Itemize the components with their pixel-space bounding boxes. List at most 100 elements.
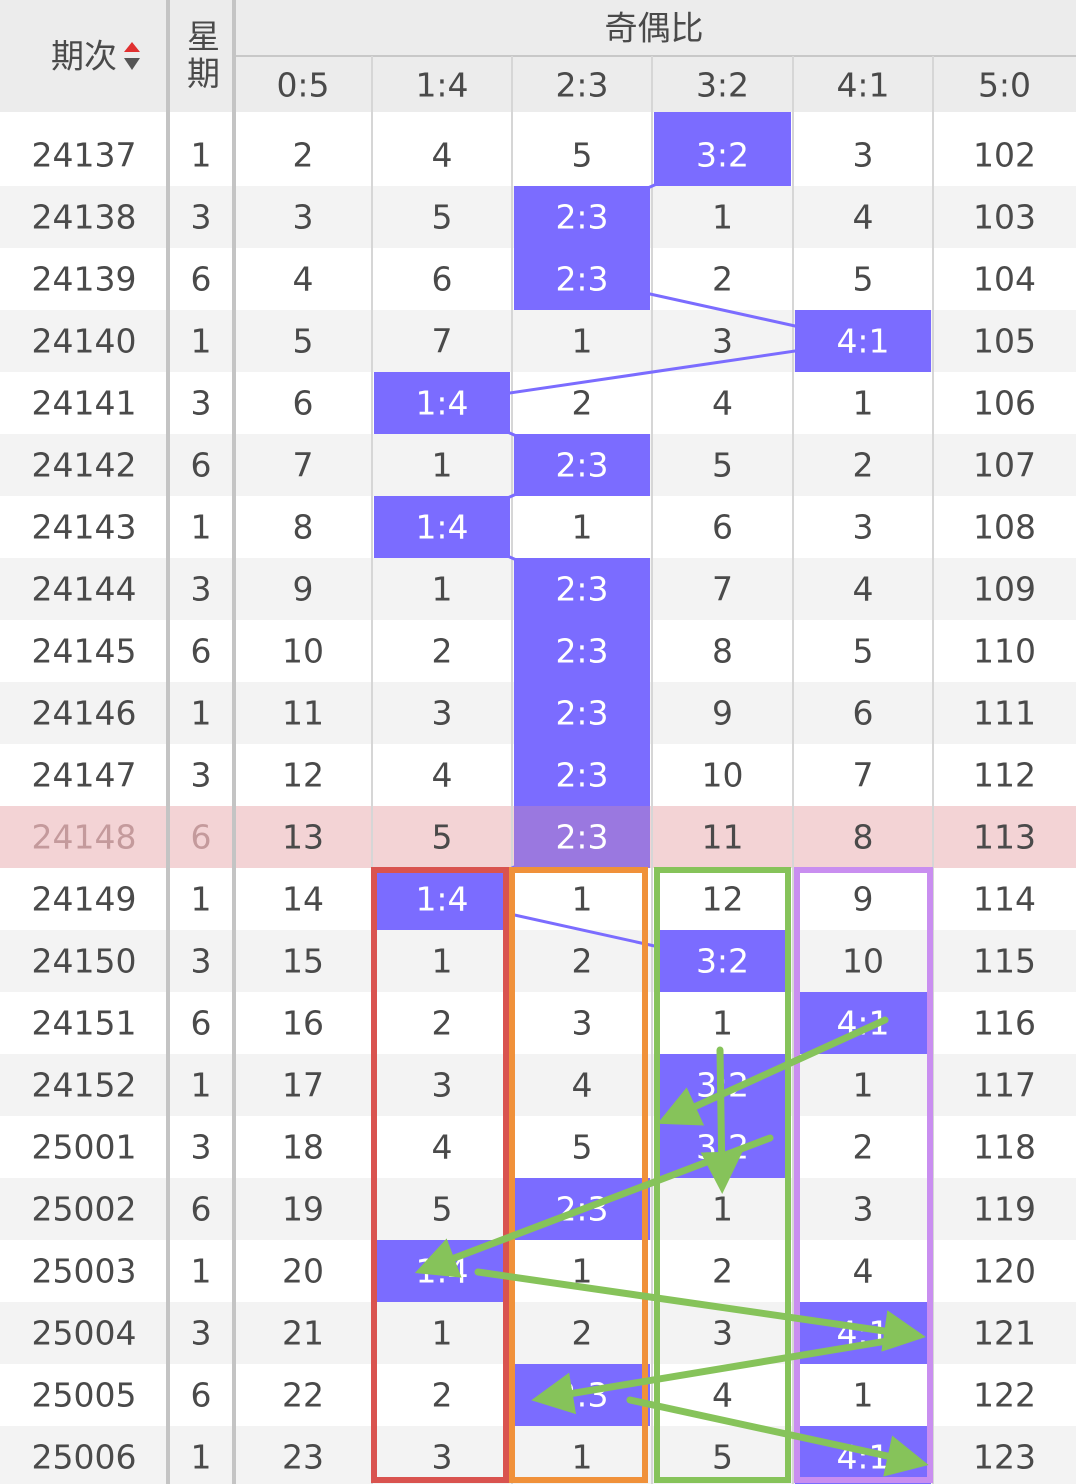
cell: 7: [712, 570, 733, 609]
period: 24147: [32, 756, 137, 795]
hit-cell: [514, 558, 650, 620]
cell: 2:3: [555, 570, 608, 609]
weekday: 6: [191, 446, 212, 485]
cell: 116: [973, 1004, 1036, 1043]
cell: 4: [712, 1376, 733, 1415]
cell: 7: [293, 446, 314, 485]
ratio-header: 0:5: [276, 66, 329, 105]
row-background: [0, 124, 1076, 186]
period: 24145: [32, 632, 137, 671]
weekday: 3: [191, 1128, 212, 1167]
cell: 123: [973, 1438, 1036, 1477]
hit-cell: [795, 992, 931, 1054]
weekday: 1: [191, 1252, 212, 1291]
period: 24151: [32, 1004, 137, 1043]
hit-cell: [374, 372, 510, 434]
cell: 1: [712, 1190, 733, 1229]
weekday: 3: [191, 384, 212, 423]
period: 24148: [32, 818, 137, 857]
hit-cell: [654, 930, 791, 992]
row-background: [0, 372, 1076, 434]
hit-cell: [514, 744, 650, 806]
cell: 3: [853, 1190, 874, 1229]
period: 24138: [32, 198, 137, 237]
cell: 1: [432, 1314, 453, 1353]
weekday: 1: [191, 694, 212, 733]
cell: 1: [432, 446, 453, 485]
cell: 115: [973, 942, 1036, 981]
cell: 16: [282, 1004, 324, 1043]
period: 24139: [32, 260, 137, 299]
cell: 108: [973, 508, 1036, 547]
weekday: 6: [191, 1376, 212, 1415]
cell: 7: [432, 322, 453, 361]
period: 24146: [32, 694, 137, 733]
weekday: 1: [191, 322, 212, 361]
weekday: 1: [191, 880, 212, 919]
cell: 3: [712, 1314, 733, 1353]
cell: 2: [432, 632, 453, 671]
cell: 107: [973, 446, 1036, 485]
cell: 1: [432, 570, 453, 609]
cell: 2: [293, 136, 314, 175]
cell: 10: [842, 942, 884, 981]
cell: 3: [853, 508, 874, 547]
cell: 1: [572, 880, 593, 919]
cell: 5: [432, 198, 453, 237]
cell: 5: [432, 1190, 453, 1229]
cell: 19: [282, 1190, 324, 1229]
sort-down-icon: [124, 58, 140, 70]
cell: 5: [432, 818, 453, 857]
cell: 3: [853, 136, 874, 175]
period: 24137: [32, 136, 137, 175]
cell: 1: [572, 322, 593, 361]
hit-cell: [374, 496, 510, 558]
cell: 3:2: [696, 942, 749, 981]
group-header: 奇偶比: [605, 9, 704, 48]
cell: 2: [853, 446, 874, 485]
weekday-header: 星期: [182, 19, 221, 93]
weekday: 1: [191, 1438, 212, 1477]
period-header: 期次: [51, 37, 117, 76]
hit-cell: [654, 112, 791, 186]
cell: 23: [282, 1438, 324, 1477]
weekday: 6: [191, 1004, 212, 1043]
cell: 2:3: [555, 198, 608, 237]
cell: 8: [712, 632, 733, 671]
cell: 6: [853, 694, 874, 733]
cell: 5: [853, 632, 874, 671]
cell: 3: [572, 1004, 593, 1043]
cell: 1: [712, 1004, 733, 1043]
trend-arrow: [474, 1268, 926, 1352]
cell: 5: [712, 446, 733, 485]
cell: 122: [973, 1376, 1036, 1415]
period: 25006: [32, 1438, 137, 1477]
cell: 110: [973, 632, 1036, 671]
cell: 4: [853, 570, 874, 609]
cell: 4: [572, 1066, 593, 1105]
cell: 102: [973, 136, 1036, 175]
weekday: 3: [191, 1314, 212, 1353]
cell: 103: [973, 198, 1036, 237]
cell: 5: [712, 1438, 733, 1477]
cell: 2: [572, 1314, 593, 1353]
cell: 2:3: [555, 756, 608, 795]
cell: 2:3: [555, 818, 608, 857]
cell: 117: [973, 1066, 1036, 1105]
cell: 112: [973, 756, 1036, 795]
hit-cell: [514, 434, 650, 496]
cell: 11: [282, 694, 324, 733]
cell: 10: [282, 632, 324, 671]
cell: 2:3: [555, 694, 608, 733]
cell: 3: [432, 1438, 453, 1477]
cell: 119: [973, 1190, 1036, 1229]
cell: 104: [973, 260, 1036, 299]
cell: 8: [853, 818, 874, 857]
weekday: 1: [191, 1066, 212, 1105]
cell: 4: [432, 136, 453, 175]
period: 25001: [32, 1128, 137, 1167]
weekday: 6: [191, 632, 212, 671]
cell: 22: [282, 1376, 324, 1415]
trend-arrow: [657, 1016, 889, 1126]
cell: 7: [853, 756, 874, 795]
